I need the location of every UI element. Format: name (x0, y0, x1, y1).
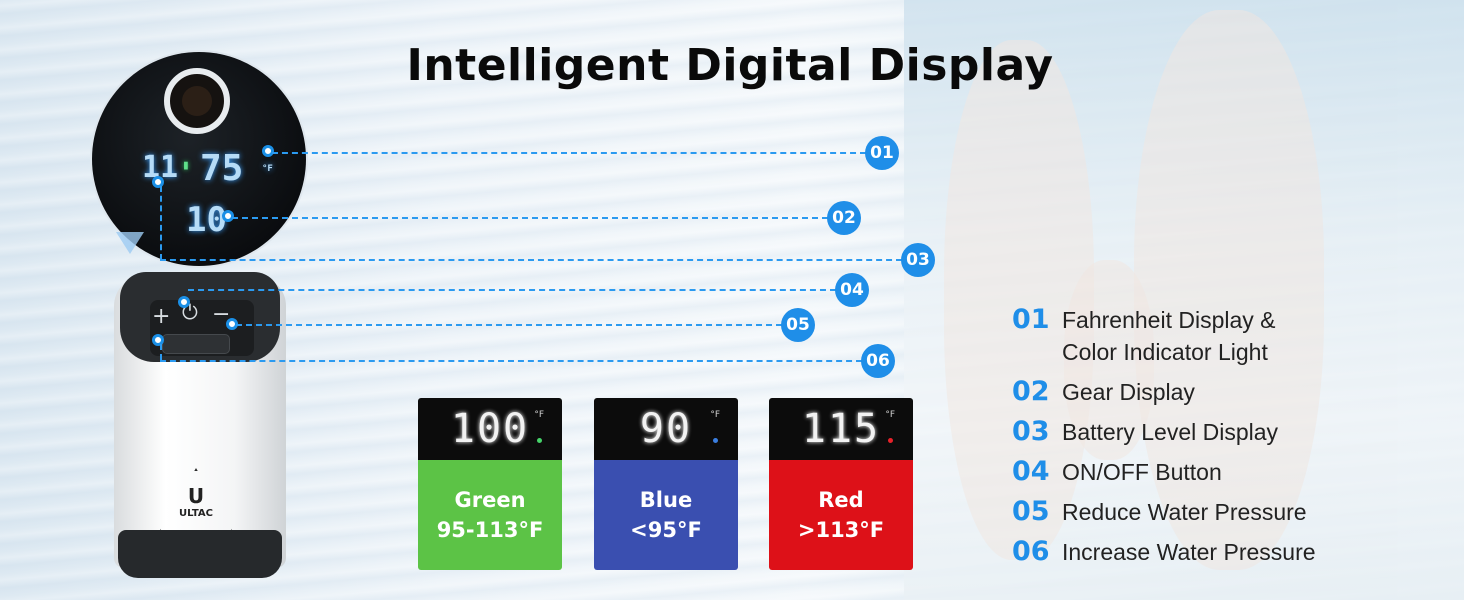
card-label: Blue <95°F (594, 460, 738, 570)
callout-line-02 (232, 217, 828, 219)
card-range: 95-113°F (436, 518, 544, 542)
legend-text-line-2: Color Indicator Light (1062, 339, 1268, 365)
callout-anchor-01 (262, 145, 274, 157)
card-label: Green 95-113°F (418, 460, 562, 570)
callout-number-04: 04 (835, 273, 869, 307)
card-screen: 115 °F (769, 398, 913, 460)
boy-silhouette (1064, 260, 1154, 460)
callout-number-05: 05 (781, 308, 815, 342)
callout-line-03-vertical (160, 186, 162, 260)
callout-number-01: 01 (865, 136, 899, 170)
temp-card-blue: 90 °F Blue <95°F (594, 398, 738, 570)
color-indicator-dot (713, 438, 718, 443)
shower-pump-device: ⏻ + − U ULTAC (114, 272, 286, 578)
callout-anchor-02 (222, 210, 234, 222)
card-color-name: Green (454, 488, 526, 512)
device-cap: ⏻ + − (120, 272, 280, 362)
legend-item: 04 ON/OFF Button (1012, 456, 1452, 488)
temp-card-green: 100 °F Green 95-113°F (418, 398, 562, 570)
temperature-unit: °F (262, 164, 273, 174)
temperature-readout: 75 (200, 148, 244, 189)
legend-text: ON/OFF Button (1062, 459, 1222, 485)
callout-line-03 (160, 259, 902, 261)
card-unit: °F (710, 410, 720, 420)
card-label: Red >113°F (769, 460, 913, 570)
brand-logo-icon: U (187, 484, 205, 508)
card-screen: 100 °F (418, 398, 562, 460)
woman-silhouette (1134, 10, 1324, 570)
card-color-name: Red (818, 488, 864, 512)
legend-item: 06 Increase Water Pressure (1012, 536, 1452, 568)
display-closeup: 11 ▮ 75 °F 10 (92, 52, 306, 266)
legend-number: 01 (1012, 304, 1050, 335)
device-base (118, 530, 282, 578)
device-lower-button[interactable] (162, 334, 230, 354)
color-indicator-dot (888, 438, 893, 443)
battery-icon: ▮ (182, 158, 190, 173)
card-readout: 100 (450, 406, 530, 452)
brand-logo-text: ULTAC (179, 508, 213, 519)
legend-text: Fahrenheit Display & Color Indicator Lig… (1062, 304, 1276, 368)
callout-number-06: 06 (861, 344, 895, 378)
legend-item: 02 Gear Display (1012, 376, 1452, 408)
callout-anchor-04 (178, 296, 190, 308)
card-color-name: Blue (639, 488, 693, 512)
card-range: >113°F (797, 518, 885, 542)
legend-text: Increase Water Pressure (1062, 539, 1316, 565)
callout-line-05 (236, 324, 782, 326)
callout-line-01 (272, 152, 866, 154)
legend-number: 03 (1012, 416, 1050, 447)
callout-anchor-06 (152, 334, 164, 346)
girl-silhouette (944, 40, 1094, 560)
card-screen: 90 °F (594, 398, 738, 460)
callout-line-06-vertical (160, 344, 162, 360)
callout-line-06 (160, 360, 862, 362)
legend-item: 01 Fahrenheit Display & Color Indicator … (1012, 304, 1452, 368)
legend-item: 03 Battery Level Display (1012, 416, 1452, 448)
legend-text: Reduce Water Pressure (1062, 499, 1307, 525)
legend-text: Gear Display (1062, 379, 1195, 405)
shower-outlet-ring (164, 68, 230, 134)
callout-number-02: 02 (827, 201, 861, 235)
legend-number: 04 (1012, 456, 1050, 487)
color-indicator-dot (537, 438, 542, 443)
legend-number: 06 (1012, 536, 1050, 567)
legend-number: 05 (1012, 496, 1050, 527)
card-unit: °F (534, 410, 544, 420)
temp-card-red: 115 °F Red >113°F (769, 398, 913, 570)
increase-pressure-button[interactable]: + (152, 304, 171, 329)
card-range: <95°F (630, 518, 702, 542)
card-readout: 90 (639, 406, 693, 452)
card-readout: 115 (801, 406, 881, 452)
callout-line-04 (188, 289, 836, 291)
callout-number-03: 03 (901, 243, 935, 277)
page-title: Intelligent Digital Display (406, 40, 1054, 91)
gear-readout: 10 (186, 200, 227, 240)
zoom-arrow-icon (116, 232, 144, 254)
legend-text: Battery Level Display (1062, 419, 1279, 445)
legend-item: 05 Reduce Water Pressure (1012, 496, 1452, 528)
beach-photo-background (904, 0, 1464, 600)
card-unit: °F (885, 410, 895, 420)
callout-anchor-03 (152, 176, 164, 188)
legend-number: 02 (1012, 376, 1050, 407)
feature-legend: 01 Fahrenheit Display & Color Indicator … (1012, 304, 1452, 576)
reduce-pressure-button[interactable]: − (212, 302, 231, 327)
legend-text-line-1: Fahrenheit Display & (1062, 307, 1276, 333)
